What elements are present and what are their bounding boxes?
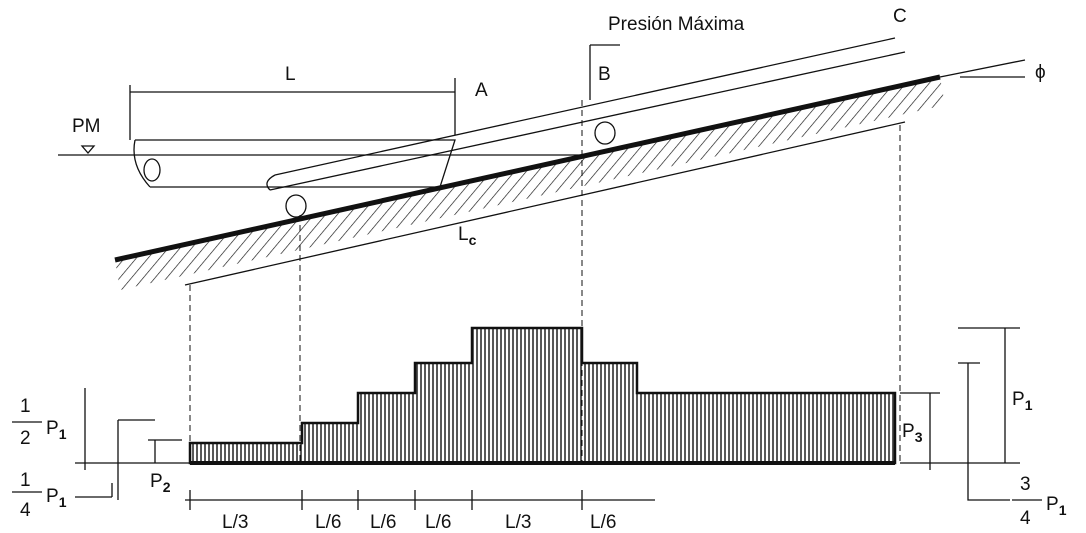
- label: PM: [72, 116, 101, 137]
- dim-line: [184, 121, 906, 286]
- soil-hatch: [115, 77, 945, 290]
- label: ϕ: [1035, 62, 1046, 83]
- label-part: 1: [59, 494, 67, 510]
- label: 2: [20, 428, 31, 449]
- label: 1: [20, 470, 31, 491]
- label-part: 1: [1025, 397, 1033, 413]
- label-part: P: [46, 486, 59, 507]
- load-profile: [188, 326, 897, 465]
- label-part: 1: [59, 426, 67, 442]
- label: P3: [902, 421, 923, 445]
- label-part: P: [150, 471, 163, 492]
- label: Presión Máxima: [608, 14, 745, 35]
- label: L/3: [222, 512, 248, 533]
- label: L/6: [590, 512, 616, 533]
- label-part: 3: [915, 429, 923, 445]
- label: Lc: [458, 224, 477, 248]
- label: P1: [46, 486, 67, 510]
- pipe-section: [594, 121, 616, 145]
- label-part: 2: [163, 479, 171, 495]
- label: L/3: [505, 512, 531, 533]
- slope-extension: [939, 59, 1026, 78]
- label-part: L: [458, 224, 469, 245]
- label: 1: [20, 396, 31, 417]
- label: L/6: [315, 512, 341, 533]
- label-part: P: [902, 421, 915, 442]
- label-part: c: [469, 232, 477, 248]
- label: C: [893, 6, 907, 27]
- label-part: P: [1046, 494, 1059, 515]
- label: P1: [1012, 389, 1033, 413]
- pipe-section: [285, 194, 307, 218]
- label: A: [475, 80, 488, 101]
- ground-line: [114, 74, 941, 263]
- label: 3: [1020, 474, 1031, 495]
- pipe-slanted: [266, 37, 906, 191]
- label: L/6: [425, 512, 451, 533]
- label: P1: [1046, 494, 1067, 518]
- label: 4: [1020, 508, 1031, 529]
- left-dims: [75, 388, 190, 500]
- label-part: P: [46, 418, 59, 439]
- label: P2: [150, 471, 171, 495]
- label-part: 1: [1059, 502, 1067, 518]
- right-dims: [900, 327, 1020, 501]
- label: B: [598, 64, 611, 85]
- pipe-end: [143, 158, 161, 182]
- bottom-dims: [185, 490, 655, 510]
- label: L: [285, 64, 296, 85]
- label: 4: [20, 500, 31, 521]
- water-mark: [80, 145, 96, 154]
- label: L/6: [370, 512, 396, 533]
- pipe-horizontal: [133, 139, 456, 188]
- label: P1: [46, 418, 67, 442]
- label-part: P: [1012, 389, 1025, 410]
